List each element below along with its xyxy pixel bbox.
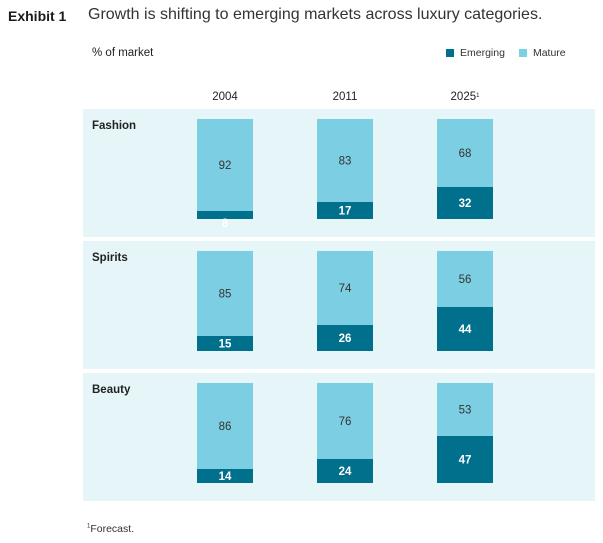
label-emerging-spirits-2025: 44 (459, 324, 472, 336)
label-mature-spirits-2011: 74 (339, 283, 352, 295)
label-mature-beauty-2025: 53 (459, 405, 472, 417)
label-emerging-fashion-2025: 32 (459, 198, 472, 210)
bar-mature-spirits-2004 (197, 251, 253, 336)
bar-mature-beauty-2004 (197, 383, 253, 469)
bar-emerging-beauty-2004 (197, 469, 253, 483)
bar-mature-spirits-2025 (437, 251, 493, 307)
legend-label-mature: Mature (532, 47, 566, 59)
x-tick-2025: 20251 (451, 91, 481, 103)
chart-title: Growth is shifting to emerging markets a… (88, 6, 543, 23)
bar-mature-spirits-2011 (317, 251, 373, 325)
bar-mature-fashion-2004 (197, 119, 253, 211)
legend-label-emerging: Emerging (460, 47, 505, 59)
label-emerging-spirits-2004: 15 (219, 339, 232, 351)
bar-mature-beauty-2011 (317, 383, 373, 459)
label-mature-fashion-2011: 83 (339, 156, 352, 168)
bar-mature-fashion-2011 (317, 119, 373, 202)
panel-label-spirits: Spirits (92, 252, 128, 264)
exhibit-label: Exhibit 1 (8, 8, 67, 24)
panel-label-beauty: Beauty (92, 384, 131, 396)
legend-swatch-emerging (446, 49, 454, 57)
footnote-text: Forecast. (90, 523, 135, 535)
bar-mature-fashion-2025 (437, 119, 493, 187)
bar-emerging-fashion-2011 (317, 202, 373, 219)
legend-item-emerging: Emerging (446, 47, 505, 59)
bar-emerging-beauty-2025 (437, 436, 493, 483)
bar-emerging-spirits-2011 (317, 325, 373, 351)
legend-swatch-mature (518, 49, 527, 57)
label-mature-fashion-2025: 68 (459, 148, 472, 160)
label-mature-spirits-2004: 85 (219, 289, 232, 301)
label-emerging-beauty-2011: 24 (339, 466, 352, 478)
label-mature-spirits-2025: 56 (459, 274, 472, 286)
label-emerging-beauty-2004: 14 (219, 471, 232, 483)
footnote: 1Forecast. (87, 523, 134, 535)
label-mature-fashion-2004: 92 (219, 160, 232, 172)
label-emerging-spirits-2011: 26 (339, 333, 352, 345)
bar-emerging-fashion-2025 (437, 187, 493, 219)
legend: Emerging Mature (446, 47, 580, 59)
footnote-mark: 1 (87, 523, 91, 530)
x-tick-2004: 2004 (212, 91, 238, 103)
bar-emerging-fashion-2004 (197, 211, 253, 219)
panel-label-fashion: Fashion (92, 120, 136, 132)
label-mature-beauty-2011: 76 (339, 416, 352, 428)
label-emerging-fashion-2011: 17 (339, 206, 352, 218)
x-tick-2011: 2011 (333, 91, 358, 103)
bar-emerging-beauty-2011 (317, 459, 373, 483)
y-axis-label: % of market (92, 47, 154, 59)
label-emerging-beauty-2025: 47 (459, 455, 472, 467)
label-mature-beauty-2004: 86 (219, 421, 232, 433)
legend-item-mature: Mature (518, 47, 566, 59)
label-emerging-fashion-2004: 8 (222, 218, 229, 230)
bar-emerging-spirits-2004 (197, 336, 253, 351)
bar-mature-beauty-2025 (437, 383, 493, 436)
bar-emerging-spirits-2025 (437, 307, 493, 351)
